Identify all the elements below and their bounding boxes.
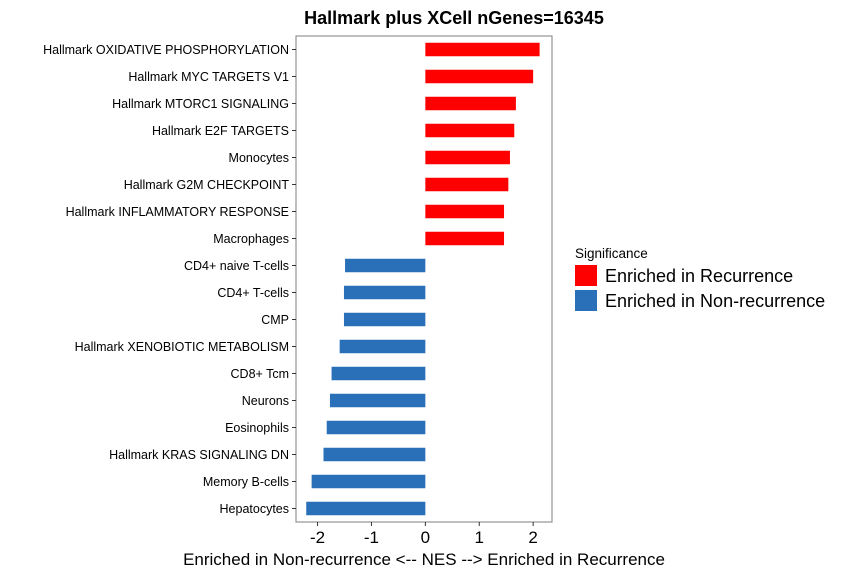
legend-swatch-enriched-in-non-recurrence [575,290,597,311]
bar-hallmark-kras-signaling-dn [323,447,426,462]
bar-hallmark-inflammatory-response [425,204,505,219]
category-label: Hallmark KRAS SIGNALING DN [109,448,289,462]
x-axis-label: Enriched in Non-recurrence <-- NES --> E… [183,550,665,569]
legend-label: Enriched in Recurrence [605,266,793,286]
bar-hallmark-oxidative-phosphorylation [425,42,540,57]
bar-cd4-t-cells [343,285,426,300]
x-axis: -2 -1 0 1 2 [310,522,538,547]
bar-hallmark-mtorc1-signaling [425,96,516,111]
bar-eosinophils [326,420,426,435]
plot-panel [295,35,553,523]
category-label: CD4+ T-cells [217,286,289,300]
bar-neurons [329,393,426,408]
bar-hallmark-xenobiotic-metabolism [339,339,426,354]
category-label: Hallmark OXIDATIVE PHOSPHORYLATION [43,43,289,57]
legend: Significance Enriched in RecurrenceEnric… [575,246,825,311]
bar-monocytes [425,150,510,165]
category-label: CMP [261,313,289,327]
x-tick-label: 1 [475,528,484,547]
category-label: Hallmark MTORC1 SIGNALING [112,97,289,111]
category-label: Hepatocytes [220,502,289,516]
legend-label: Enriched in Non-recurrence [605,291,825,311]
legend-swatch-enriched-in-recurrence [575,265,597,286]
category-label: CD8+ Tcm [231,367,289,381]
category-label: Memory B-cells [203,475,289,489]
category-label: Macrophages [213,232,289,246]
bar-hallmark-g2m-checkpoint [425,177,509,192]
bar-memory-b-cells [311,474,426,489]
x-tick-label: 0 [421,528,430,547]
category-label: CD4+ naive T-cells [184,259,289,273]
category-label: Hallmark E2F TARGETS [152,124,289,138]
category-label: Hallmark G2M CHECKPOINT [124,178,290,192]
category-label: Hallmark INFLAMMATORY RESPONSE [66,205,289,219]
bar-cd8-tcm [331,366,426,381]
y-axis-ticks [292,49,296,509]
bars-group [306,42,540,516]
x-tick-label: 2 [528,528,537,547]
category-label: Neurons [242,394,289,408]
category-label: Eosinophils [225,421,289,435]
legend-title: Significance [575,246,648,261]
bar-hallmark-myc-targets-v1 [425,69,534,84]
bar-hallmark-e2f-targets [425,123,515,138]
legend-items: Enriched in Recurrence Enriched in Non-re… [575,265,825,311]
x-tick-label: -2 [310,528,325,547]
category-label: Hallmark MYC TARGETS V1 [128,70,289,84]
category-label: Monocytes [229,151,289,165]
bar-cd4-naive-t-cells [345,258,426,273]
category-labels: Hallmark OXIDATIVE PHOSPHORYLATION Hallma… [43,43,289,516]
chart-title: Hallmark plus XCell nGenes=16345 [304,8,604,28]
bar-hepatocytes [306,501,426,516]
x-tick-label: -1 [364,528,379,547]
bar-cmp [343,312,426,327]
category-label: Hallmark XENOBIOTIC METABOLISM [75,340,289,354]
bar-macrophages [425,231,505,246]
